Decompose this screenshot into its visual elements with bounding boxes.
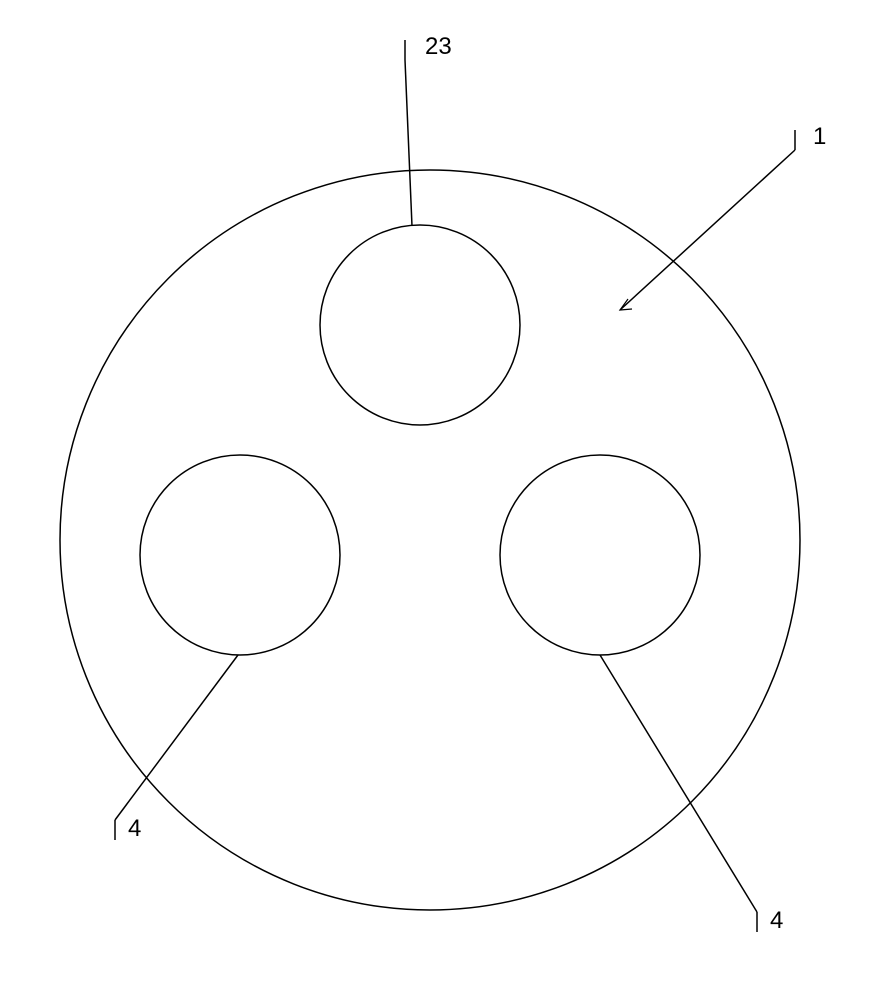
diagram-container: 23 1 4 4	[0, 0, 872, 1000]
inner-circle-right	[500, 455, 700, 655]
label-23: 23	[425, 33, 452, 61]
main-circle	[60, 170, 800, 910]
label-4-left: 4	[128, 815, 141, 843]
inner-circle-top	[320, 225, 520, 425]
callout-23-leader	[405, 60, 412, 226]
diagram-svg	[0, 0, 872, 1000]
label-4-right: 4	[770, 907, 783, 935]
callout-4-left-leader	[115, 655, 238, 820]
inner-circle-left	[140, 455, 340, 655]
callout-1-leader	[620, 150, 795, 310]
callout-4-right-leader	[600, 655, 757, 912]
label-1: 1	[813, 123, 826, 151]
